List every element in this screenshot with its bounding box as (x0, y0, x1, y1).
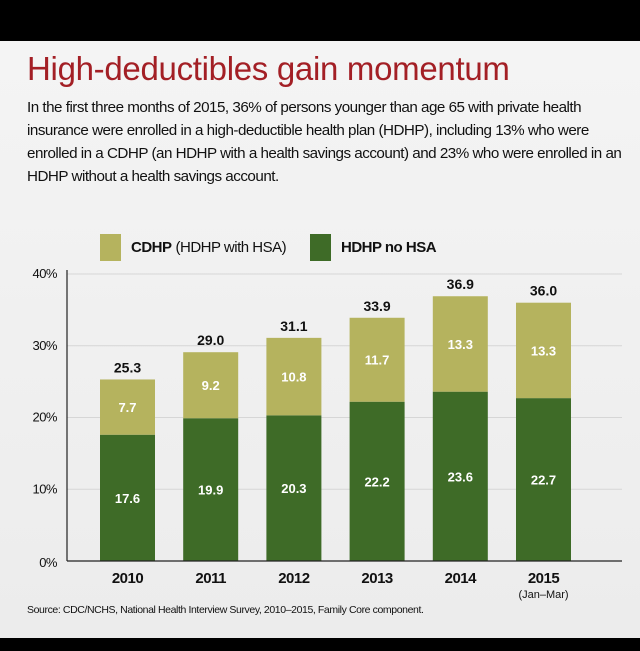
legend: CDHP (HDHP with HSA) HDHP no HSA (0, 234, 640, 264)
legend-item-cdhp: CDHP (HDHP with HSA) (100, 234, 287, 261)
bar-value-label: 7.7 (118, 400, 136, 415)
bar-value-label: 22.7 (531, 473, 556, 488)
bar-value-label: 9.2 (202, 378, 220, 393)
bar-cdhp (516, 302, 571, 399)
x-tick-label: 2013 (361, 570, 393, 587)
bar-total-label: 31.1 (280, 318, 307, 334)
x-tick-label: 2014 (445, 570, 478, 587)
bar-value-label: 11.7 (365, 353, 390, 368)
x-tick-label: 2015 (528, 570, 560, 587)
bar-total-label: 36.0 (530, 283, 557, 299)
bar-cdhp (100, 379, 155, 435)
legend-label-bold: CDHP (131, 238, 172, 256)
legend-swatch-cdhp (100, 234, 121, 261)
bar-value-label: 13.3 (448, 337, 473, 352)
y-tick-label: 20% (32, 410, 57, 425)
bar-hdhp (183, 418, 239, 561)
bar-hdhp (266, 415, 322, 561)
bar-cdhp (349, 317, 405, 402)
y-tick-label: 30% (32, 338, 57, 353)
bar-value-label: 19.9 (198, 483, 223, 498)
x-tick-label: 2010 (112, 570, 144, 587)
bar-total-label: 33.9 (363, 298, 390, 314)
bar-cdhp (266, 337, 322, 416)
chart-title: High-deductibles gain momentum (27, 50, 510, 87)
x-tick-sublabel: (Jan–Mar) (518, 589, 568, 601)
bar-value-label: 13.3 (531, 343, 556, 358)
bar-value-label: 20.3 (281, 481, 306, 496)
chart-subtitle: In the first three months of 2015, 36% o… (27, 99, 622, 185)
source-note: Source: CDC/NCHS, National Health Interv… (27, 604, 424, 616)
bar-value-label: 17.6 (115, 491, 140, 506)
y-tick-label: 10% (32, 481, 57, 496)
legend-label: (HDHP with HSA) (175, 238, 287, 256)
y-tick-label: 0% (39, 555, 58, 570)
bar-value-label: 22.2 (364, 474, 389, 489)
bar-hdhp (432, 391, 488, 561)
bar-cdhp (432, 296, 488, 392)
bar-total-label: 36.9 (447, 276, 474, 292)
bar-total-label: 25.3 (114, 359, 141, 375)
legend-label-bold: HDHP no HSA (341, 238, 437, 256)
bar-total-label: 29.0 (197, 332, 224, 348)
legend-swatch-hdhp (310, 234, 331, 261)
x-tick-label: 2012 (278, 570, 310, 587)
y-tick-label: 40% (32, 266, 57, 281)
legend-item-hdhp: HDHP no HSA (310, 234, 440, 261)
bar-hdhp (516, 398, 571, 561)
bar-value-label: 23.6 (448, 469, 473, 484)
bar-cdhp (183, 352, 239, 419)
bar-hdhp (100, 434, 155, 561)
bar-value-label: 10.8 (281, 370, 306, 385)
x-tick-label: 2011 (195, 570, 226, 587)
bar-hdhp (349, 401, 405, 561)
